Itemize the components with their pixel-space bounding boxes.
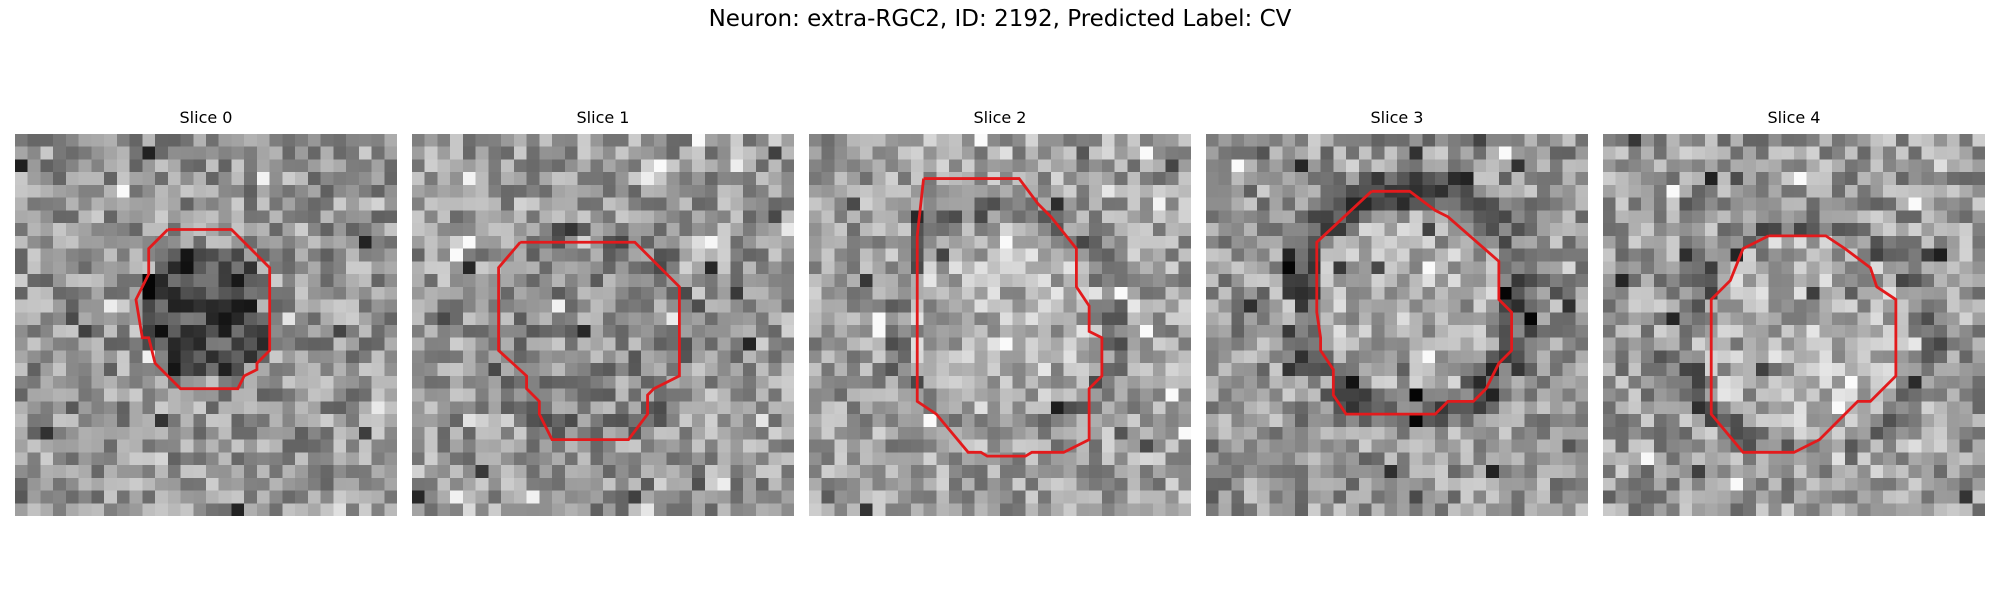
slice-image-1 <box>412 134 794 516</box>
cell-contour-0 <box>134 228 272 391</box>
slice-title-2: Slice 2 <box>973 108 1027 127</box>
cell-contour-2 <box>915 177 1104 458</box>
slice-title-0: Slice 0 <box>179 108 233 127</box>
cell-contour-3 <box>1315 189 1514 416</box>
slice-title-3: Slice 3 <box>1370 108 1424 127</box>
figure-title: Neuron: extra-RGC2, ID: 2192, Predicted … <box>708 6 1292 32</box>
slice-image-2 <box>809 134 1191 516</box>
slice-image-3 <box>1206 134 1588 516</box>
pixel-grid-2 <box>809 134 1191 516</box>
pixel-grid-1 <box>412 134 794 516</box>
slice-title-1: Slice 1 <box>576 108 630 127</box>
slice-title-4: Slice 4 <box>1767 108 1821 127</box>
slice-image-0 <box>15 134 397 516</box>
cell-contour-1 <box>497 240 681 442</box>
cell-contour-4 <box>1709 234 1898 454</box>
slice-image-4 <box>1603 134 1985 516</box>
pixel-grid-4 <box>1603 134 1985 516</box>
pixel-grid-0 <box>15 134 397 516</box>
